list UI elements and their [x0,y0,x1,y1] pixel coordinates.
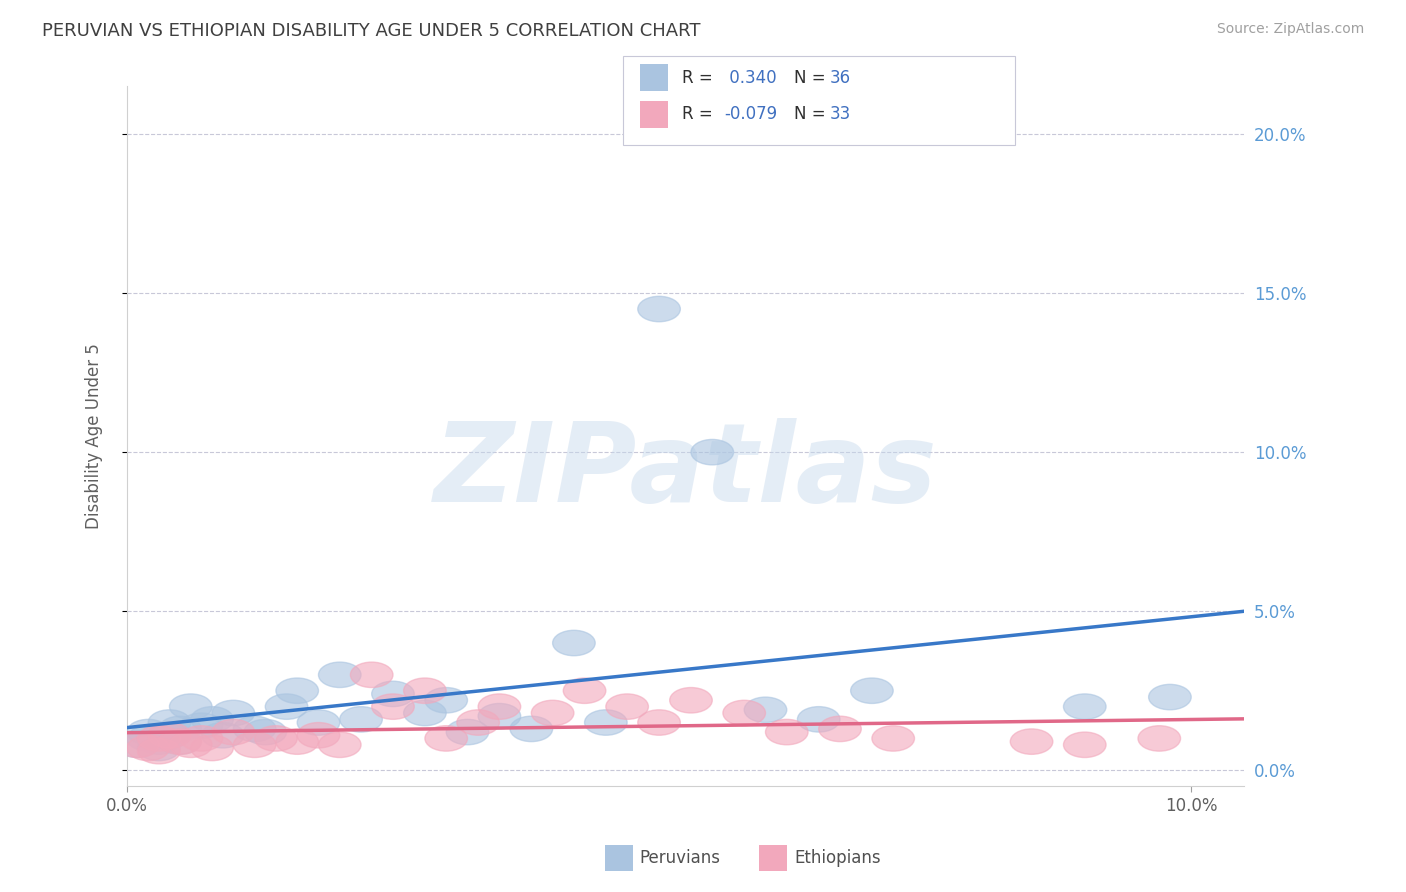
Ellipse shape [212,700,254,726]
Text: PERUVIAN VS ETHIOPIAN DISABILITY AGE UNDER 5 CORRELATION CHART: PERUVIAN VS ETHIOPIAN DISABILITY AGE UND… [42,22,700,40]
Ellipse shape [723,700,765,726]
Ellipse shape [872,726,914,751]
Ellipse shape [371,681,415,706]
Ellipse shape [276,678,319,704]
Text: Ethiopians: Ethiopians [794,849,882,867]
Ellipse shape [690,440,734,465]
Ellipse shape [606,694,648,719]
Ellipse shape [117,732,159,757]
Y-axis label: Disability Age Under 5: Disability Age Under 5 [86,343,103,529]
Ellipse shape [159,716,201,741]
Ellipse shape [478,704,520,729]
Ellipse shape [404,700,446,726]
Ellipse shape [1063,694,1107,719]
Ellipse shape [531,700,574,726]
Ellipse shape [127,726,170,751]
Text: Source: ZipAtlas.com: Source: ZipAtlas.com [1216,22,1364,37]
Text: -0.079: -0.079 [724,105,778,123]
Ellipse shape [553,631,595,656]
Ellipse shape [297,710,340,735]
Ellipse shape [457,710,499,735]
Ellipse shape [350,662,394,688]
Ellipse shape [159,729,201,755]
Ellipse shape [425,688,467,713]
Ellipse shape [510,716,553,741]
Text: R =: R = [682,105,718,123]
Ellipse shape [818,716,862,741]
Ellipse shape [201,723,245,748]
Ellipse shape [212,719,254,745]
Ellipse shape [744,697,787,723]
Ellipse shape [138,739,180,764]
Ellipse shape [478,694,520,719]
Text: 33: 33 [830,105,851,123]
Ellipse shape [851,678,893,704]
Text: ZIPatlas: ZIPatlas [434,417,938,524]
Ellipse shape [148,710,191,735]
Ellipse shape [180,713,222,739]
Text: 36: 36 [830,69,851,87]
Ellipse shape [233,716,276,741]
Ellipse shape [180,726,222,751]
Text: R =: R = [682,69,718,87]
Ellipse shape [319,732,361,757]
Ellipse shape [446,719,489,745]
Ellipse shape [1149,684,1191,710]
Ellipse shape [138,729,180,755]
Ellipse shape [170,732,212,757]
Ellipse shape [254,726,297,751]
Ellipse shape [797,706,839,732]
Ellipse shape [638,296,681,322]
Ellipse shape [371,694,415,719]
Ellipse shape [148,723,191,748]
Text: 0.340: 0.340 [724,69,776,87]
Ellipse shape [638,710,681,735]
Ellipse shape [127,719,170,745]
Ellipse shape [1137,726,1181,751]
Ellipse shape [340,706,382,732]
Ellipse shape [233,732,276,757]
Ellipse shape [159,729,201,755]
Ellipse shape [148,723,191,748]
Ellipse shape [117,732,159,757]
Ellipse shape [138,735,180,761]
Ellipse shape [170,694,212,719]
Ellipse shape [564,678,606,704]
Ellipse shape [191,735,233,761]
Ellipse shape [276,729,319,755]
Text: N =: N = [794,69,831,87]
Ellipse shape [191,706,233,732]
Ellipse shape [127,735,170,761]
Text: Peruvians: Peruvians [640,849,721,867]
Ellipse shape [1011,729,1053,755]
Ellipse shape [245,719,287,745]
Ellipse shape [404,678,446,704]
Ellipse shape [585,710,627,735]
Ellipse shape [266,694,308,719]
Ellipse shape [297,723,340,748]
Ellipse shape [319,662,361,688]
Ellipse shape [669,688,713,713]
Ellipse shape [765,719,808,745]
Text: N =: N = [794,105,831,123]
Ellipse shape [138,726,180,751]
Ellipse shape [425,726,467,751]
Ellipse shape [1063,732,1107,757]
